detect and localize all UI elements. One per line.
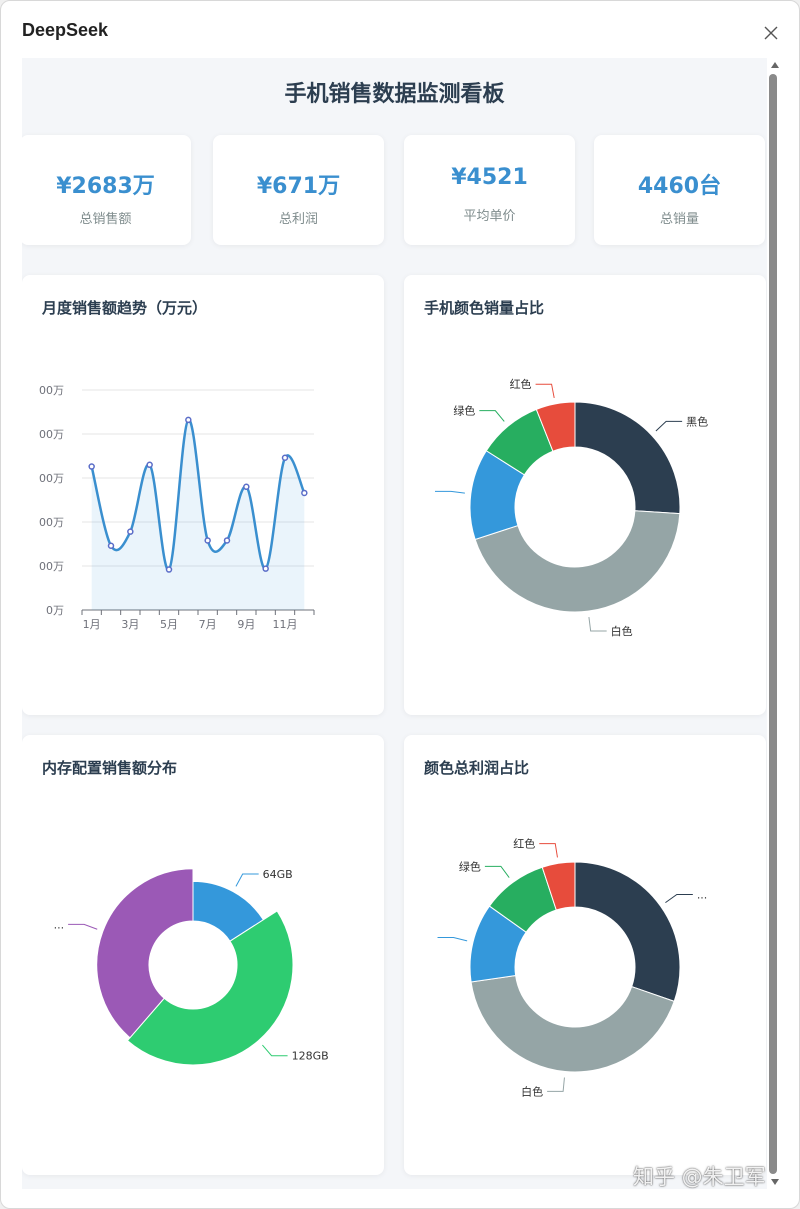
rose-chart-memory-sales: 64GB 128GB... [54,868,329,1066]
pie-slice [541,861,576,911]
data-point [262,565,269,572]
data-point [165,566,173,573]
chart-card-monthly-sales: 月度销售额趋势（万元） 0万 00万 00万 00万 00万 00万 1月 3月 5月 7月 9月 1… [22,275,384,715]
label-leader-line [479,410,505,422]
chart-card-color-volume: 手机颜色销量占比 黑色白色 绿色 红色 [404,275,766,715]
slice-label: 红色 [513,837,535,851]
kpi-value: 4460台 [637,174,722,199]
kpi-value: ¥2683万 [56,174,155,199]
x-tick-label: 5月 [160,618,178,631]
watermark: 知乎 @朱卫军 [633,1165,766,1189]
dashboard-viewport[interactable]: 手机销售数据监测看板 ¥2683万 总销售额 ¥671万 总利润 ¥4521 平… [22,58,767,1189]
chart-title: 手机颜色销量占比 [424,299,545,317]
kpi-value: ¥671万 [256,174,341,199]
kpi-label: 总利润 [278,212,318,227]
kpi-card-total-sales: ¥2683万 总销售额 [22,135,191,245]
pie-slice [574,861,681,1002]
y-tick-label: 00万 [39,516,64,529]
kpi-card-total-profit: ¥671万 总利润 [213,135,384,245]
label-leader-line [484,865,510,878]
data-point [185,416,192,424]
scroll-up-arrow-icon[interactable] [771,62,779,68]
data-point [107,542,115,550]
scroll-down-arrow-icon[interactable] [771,1179,779,1185]
scrollbar-thumb[interactable] [769,74,777,1174]
x-tick-label: 3月 [121,618,139,631]
chart-title: 内存配置销售额分布 [42,759,178,777]
label-leader-line [655,420,683,432]
chart-title: 颜色总利润占比 [424,759,530,777]
data-point [243,483,250,491]
close-icon[interactable] [764,26,778,40]
y-tick-label: 00万 [39,384,64,397]
slice-label: 64GB [263,868,293,881]
pie-slice [96,868,194,1039]
pie-slice [470,974,675,1073]
donut-chart-color-profit: ... 白色 绿色 红色 [437,837,708,1098]
y-tick-label: 00万 [39,560,64,573]
series-area [91,419,305,610]
label-leader-line [539,843,558,858]
y-tick-label: 0万 [46,604,64,617]
kpi-card-average-price: ¥4521 平均单价 [404,135,575,245]
data-point [223,537,231,544]
dashboard-title: 手机销售数据监测看板 [284,82,505,107]
pie-slice [126,910,294,1066]
x-tick-label: 7月 [199,618,217,631]
label-leader-line [588,617,607,632]
label-leader-line [665,893,693,904]
line-chart: 0万 00万 00万 00万 00万 00万 1月 3月 5月 7月 9月 11月 [39,384,315,631]
x-tick-label: 11月 [273,618,298,631]
slice-label: 128GB [292,1050,329,1063]
close-button[interactable] [759,21,783,45]
scrollbar[interactable] [767,58,779,1189]
x-tick-label: 1月 [83,618,101,631]
label-leader-line [262,1044,288,1057]
kpi-label: 总销量 [659,212,699,227]
kpi-label: 平均单价 [463,209,516,224]
chart-card-memory-sales: 内存配置销售额分布 64GB 128GB... [22,735,384,1175]
data-point [127,528,134,535]
pie-slice [474,510,681,613]
slice-label: 白色 [611,624,633,638]
slice-label: ... [697,888,708,901]
chart-title: 月度销售额趋势（万元） [42,299,208,317]
label-leader-line [437,937,468,942]
window-title: DeepSeek [22,20,109,40]
pie-slice [574,401,681,515]
chart-card-color-profit: 颜色总利润占比 ... 白色 绿色 红色 [404,735,766,1175]
y-tick-label: 00万 [39,472,64,485]
kpi-card-total-units: 4460台 总销量 [594,135,765,245]
label-leader-line [547,1077,565,1092]
y-tick-label: 00万 [39,428,64,441]
label-leader-line [235,873,259,887]
kpi-value: ¥4521 [451,165,528,190]
kpi-label: 总销售额 [79,212,132,227]
label-leader-line [434,490,465,494]
data-point [301,489,308,497]
slice-label: 白色 [521,1084,543,1098]
data-point [281,454,289,462]
slice-label: ... [54,918,65,931]
data-point [146,461,153,469]
slice-label: 红色 [510,377,532,391]
slice-label: 绿色 [453,404,475,418]
label-leader-line [68,923,98,930]
slice-label: 绿色 [459,859,481,873]
x-tick-label: 9月 [237,618,255,631]
label-leader-line [535,383,555,399]
slice-label: 黑色 [686,414,708,428]
data-point [204,537,211,544]
pie-slice [535,401,576,452]
data-point [88,463,95,470]
